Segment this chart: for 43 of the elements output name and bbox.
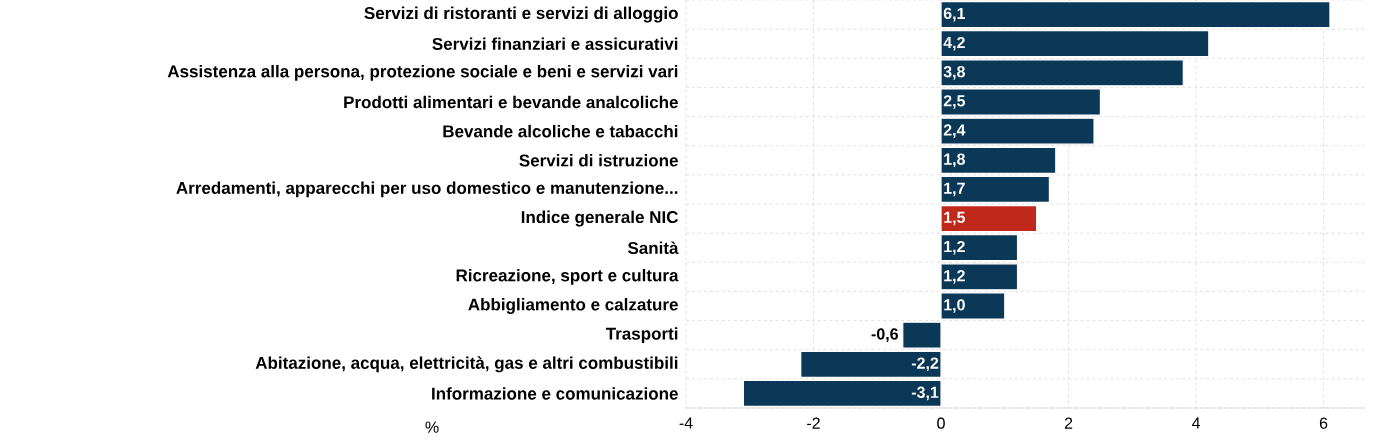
data-label: 1,0 [944,299,965,313]
bar [940,175,1051,204]
y-tick-label: Servizi di istruzione [519,154,678,167]
x-tick-label: 0 [937,417,945,429]
x-tick-label: -2 [807,417,820,429]
y-tick-label: Ricreazione, sport e cultura [456,268,679,285]
data-label: 1,5 [944,211,966,226]
bar [800,350,942,378]
data-label: 4,2 [943,36,965,51]
data-label: 3,8 [943,66,965,80]
bar [940,204,1038,233]
data-label: -0,6 [871,328,898,342]
data-label: 6,1 [943,7,966,22]
y-tick-label: Arredamenti, apparecchi per uso domestico e manutenzione... [176,181,678,198]
y-tick-label: Abbigliamento e calzature [468,298,678,314]
y-tick-label: Bevande alcoliche e tabacchi [443,124,678,138]
y-tick-label: Prodotti alimentari e bevande analcoliche [344,95,678,109]
y-tick-label: Informazione e comunicazione [432,387,678,400]
y-tick-label: Servizi finanziari e assicurativi [432,37,678,50]
data-label: 1,2 [944,240,965,255]
y-tick-label: Sanità [627,241,679,255]
x-axis-title: % [425,421,439,433]
bar [940,234,1019,262]
y-tick-label: Abitazione, acqua, elettricità, gas e altri combustibili [255,356,678,373]
bar [940,146,1057,174]
bar [940,0,1331,29]
data-label: -2,2 [911,357,939,372]
x-tick-label: 2 [1064,417,1073,429]
bar [940,30,1210,58]
y-tick-label: Indice generale NIC [521,210,678,227]
y-tick-label: Servizi di ristoranti e servizi di alloggio [364,6,678,23]
data-label: 1,7 [944,182,965,197]
data-label: 1,8 [944,153,965,168]
data-label: -3,1 [911,386,939,401]
x-tick-label: 4 [1191,417,1201,429]
x-tick-label: 6 [1319,417,1328,429]
data-label: 2,4 [943,124,966,138]
y-tick-label: Assistenza alla persona, protezione sociale e beni e servizi vari [167,64,678,81]
x-tick-label: -4 [679,417,693,429]
bar [742,379,942,408]
data-label: 1,2 [944,270,965,284]
y-tick-label: Trasporti [605,327,678,344]
data-label: 2,5 [943,95,966,109]
